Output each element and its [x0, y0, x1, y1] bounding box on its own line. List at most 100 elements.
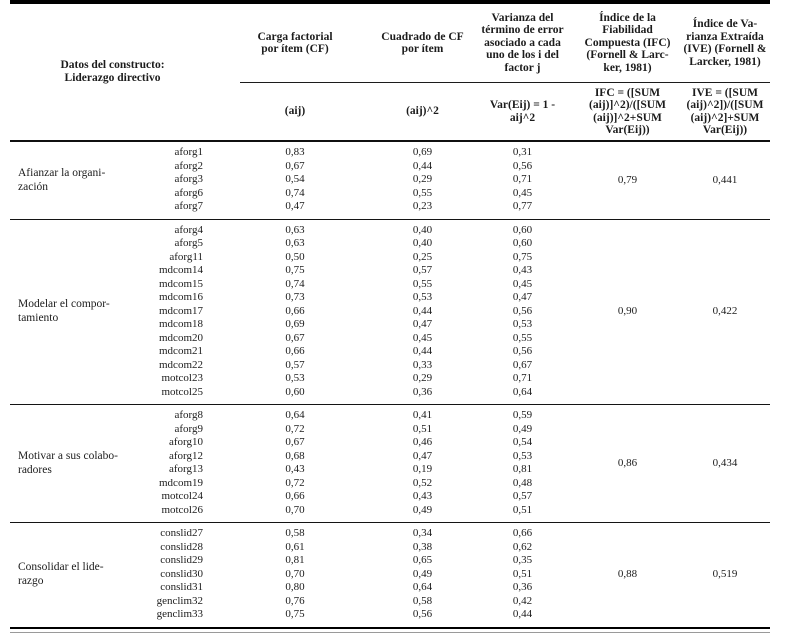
item-rows: aforg8 0,64 0,41 0,59 aforg9 0,72 0,51 0,49 afor…: [155, 409, 575, 517]
item-name: mdcom19: [159, 476, 203, 489]
column-header-varianza-error: Varianza del término de error asociado a…: [481, 11, 564, 74]
cf-value: 0,67: [285, 331, 305, 344]
error-variance-value: 0,66: [512, 527, 533, 539]
table-row: aforg9 0,72 0,51 0,49: [155, 423, 575, 437]
bottom-rule-gap: [10, 628, 770, 632]
item-name: conslid28: [160, 540, 203, 553]
error-variance-value: 0,43: [512, 264, 533, 276]
error-variance-value: 0,47: [512, 291, 533, 303]
cf-value: 0,53: [285, 372, 305, 384]
construct-label: Motivar a sus colabo- radores: [18, 450, 118, 476]
table-row: conslid29 0,81 0,65 0,35: [155, 554, 575, 568]
table-row: genclim33 0,75 0,56 0,44: [155, 608, 575, 622]
table-row: aforg1 0,83 0,69 0,31: [155, 146, 575, 160]
error-variance-value: 0,59: [512, 409, 533, 421]
item-name: genclim32: [156, 594, 203, 607]
error-variance-value: 0,62: [512, 540, 533, 553]
cf-value: 0,63: [285, 237, 305, 249]
error-variance-value: 0,45: [512, 186, 533, 199]
header-divider-rule: [240, 82, 770, 83]
table-row: aforg5 0,63 0,40 0,60: [155, 237, 575, 251]
table-row: motcol25 0,60 0,36 0,64: [155, 386, 575, 400]
table-row: motcol26 0,70 0,49 0,51: [155, 504, 575, 518]
cf-squared-value: 0,58: [412, 594, 433, 607]
column-formula-row: (aij) (aij)^2 Var(Eij) = 1 - aij^2 IFC =…: [215, 83, 770, 140]
error-variance-value: 0,45: [512, 277, 533, 290]
cf-squared-value: 0,38: [412, 540, 433, 553]
cf-squared-value: 0,34: [412, 527, 433, 539]
cf-squared-value: 0,29: [412, 173, 433, 185]
error-variance-value: 0,53: [512, 318, 533, 330]
header-bottom-rule: [10, 140, 770, 142]
error-variance-value: 0,53: [512, 449, 533, 462]
error-variance-value: 0,36: [512, 581, 533, 593]
cf-squared-value: 0,69: [412, 146, 433, 158]
error-variance-value: 0,60: [512, 223, 533, 236]
table-bottom-rule: [10, 626, 770, 629]
cf-squared-value: 0,55: [412, 277, 433, 290]
cf-value: 0,81: [285, 554, 305, 566]
table-row: mdcom18 0,69 0,47 0,53: [155, 318, 575, 332]
formula-aij: (aij): [284, 105, 306, 118]
item-name: mdcom18: [159, 318, 203, 330]
item-name: mdcom16: [159, 291, 203, 303]
cf-squared-value: 0,40: [412, 237, 433, 249]
table-row: aforg6 0,74 0,55 0,45: [155, 187, 575, 201]
item-rows: aforg4 0,63 0,40 0,60 aforg5 0,63 0,40 0,60 afor…: [155, 224, 575, 400]
cf-value: 0,63: [285, 223, 305, 236]
error-variance-value: 0,57: [512, 490, 533, 502]
cf-squared-value: 0,36: [412, 385, 433, 398]
cf-value: 0,68: [285, 449, 305, 462]
cf-squared-value: 0,56: [412, 608, 433, 620]
error-variance-value: 0,64: [512, 385, 533, 398]
cf-value: 0,66: [285, 490, 305, 502]
table-row: mdcom20 0,67 0,45 0,55: [155, 332, 575, 346]
error-variance-value: 0,81: [512, 463, 533, 475]
cf-squared-value: 0,43: [412, 490, 433, 502]
cf-squared-value: 0,47: [412, 449, 433, 462]
table-row: aforg7 0,47 0,23 0,77: [155, 200, 575, 214]
item-name: motcol24: [161, 490, 203, 502]
cf-squared-value: 0,46: [412, 436, 433, 448]
item-name: aforg6: [174, 186, 203, 199]
error-variance-value: 0,55: [512, 331, 533, 344]
item-name: mdcom21: [159, 345, 203, 357]
construct-group: Motivar a sus colabo- radores aforg8 0,64 0…: [10, 404, 770, 522]
cf-value: 0,43: [285, 463, 305, 475]
cf-squared-value: 0,49: [412, 567, 433, 580]
table-row: motcol23 0,53 0,29 0,71: [155, 372, 575, 386]
cf-value: 0,74: [285, 186, 305, 199]
data-column-headers: Carga factorial por ítem (CF) Cuadrado d…: [215, 4, 770, 140]
column-header-ifc: Índice de la Fiabilidad Compuesta (IFC) …: [584, 11, 671, 74]
error-variance-value: 0,42: [512, 594, 533, 607]
error-variance-value: 0,67: [512, 358, 533, 371]
table-row: aforg2 0,67 0,44 0,56: [155, 160, 575, 174]
error-variance-value: 0,71: [512, 173, 533, 185]
ifc-value: 0,88: [617, 568, 638, 581]
item-name: mdcom17: [159, 304, 203, 317]
table-row: aforg13 0,43 0,19 0,81: [155, 463, 575, 477]
item-name: aforg2: [174, 159, 203, 172]
cf-value: 0,75: [285, 608, 305, 620]
item-name: aforg1: [174, 146, 203, 158]
error-variance-value: 0,56: [512, 345, 533, 357]
table-row: aforg3 0,54 0,29 0,71: [155, 173, 575, 187]
cf-squared-value: 0,55: [412, 186, 433, 199]
error-variance-value: 0,51: [512, 567, 533, 580]
ive-value: 0,519: [712, 568, 738, 581]
error-variance-value: 0,44: [512, 608, 533, 620]
cf-value: 0,60: [285, 385, 305, 398]
cf-squared-value: 0,23: [412, 200, 433, 212]
construct-label: Consolidar el lide- razgo: [18, 561, 104, 588]
cf-squared-value: 0,52: [412, 476, 433, 489]
error-variance-value: 0,60: [512, 237, 533, 249]
formula-ifc: IFC = ([SUM (aij)]^2)/([SUM (aij)]^2+SUM…: [589, 86, 666, 137]
item-name: genclim33: [156, 608, 203, 620]
ive-value: 0,422: [712, 305, 738, 318]
table-row: mdcom21 0,66 0,44 0,56: [155, 345, 575, 359]
item-name: conslid30: [160, 567, 203, 580]
table-row: mdcom22 0,57 0,33 0,67: [155, 359, 575, 373]
item-name: motcol23: [161, 372, 203, 384]
table-row: mdcom15 0,74 0,55 0,45: [155, 278, 575, 292]
table-row: mdcom16 0,73 0,53 0,47: [155, 291, 575, 305]
